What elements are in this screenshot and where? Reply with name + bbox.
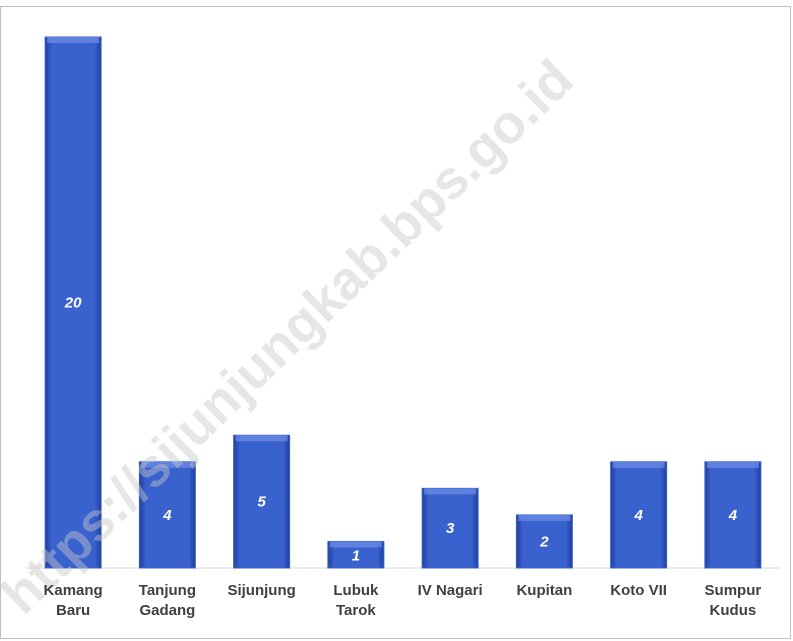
x-tick-label: Tanjung Gadang — [138, 582, 196, 619]
data-label: 4 — [633, 507, 643, 524]
bar-bevel — [612, 461, 665, 468]
x-tick-label: Lubuk Tarok — [333, 582, 379, 619]
bar-bevel — [706, 461, 759, 468]
x-tick-label: Koto VII — [610, 582, 667, 599]
bar — [44, 36, 102, 569]
data-label: 20 — [64, 295, 82, 312]
bar — [610, 461, 668, 569]
bar — [138, 461, 196, 569]
bar-bevel — [47, 37, 100, 43]
bar — [233, 434, 291, 569]
bar-bevel — [329, 541, 382, 548]
data-label: 3 — [446, 520, 455, 537]
data-label: 4 — [728, 507, 738, 524]
bar-bevel — [141, 461, 194, 468]
bar-bevel — [235, 435, 288, 442]
chart-frame — [0, 6, 791, 639]
data-label: 4 — [162, 507, 172, 524]
bar — [421, 487, 479, 569]
x-tick-label: Kupitan — [516, 582, 573, 599]
data-label: 1 — [352, 548, 360, 565]
data-label: 2 — [539, 533, 549, 550]
x-tick-label: Sijunjung — [227, 582, 296, 599]
data-label: 5 — [257, 494, 266, 511]
x-tick-label: Sumpur Kudus — [704, 582, 762, 619]
bar — [515, 514, 573, 569]
bar-bevel — [424, 488, 477, 495]
bar-bevel — [518, 514, 571, 521]
x-tick-label: Kamang Baru — [43, 582, 103, 619]
bar — [704, 461, 762, 569]
x-tick-label: IV Nagari — [417, 582, 483, 599]
